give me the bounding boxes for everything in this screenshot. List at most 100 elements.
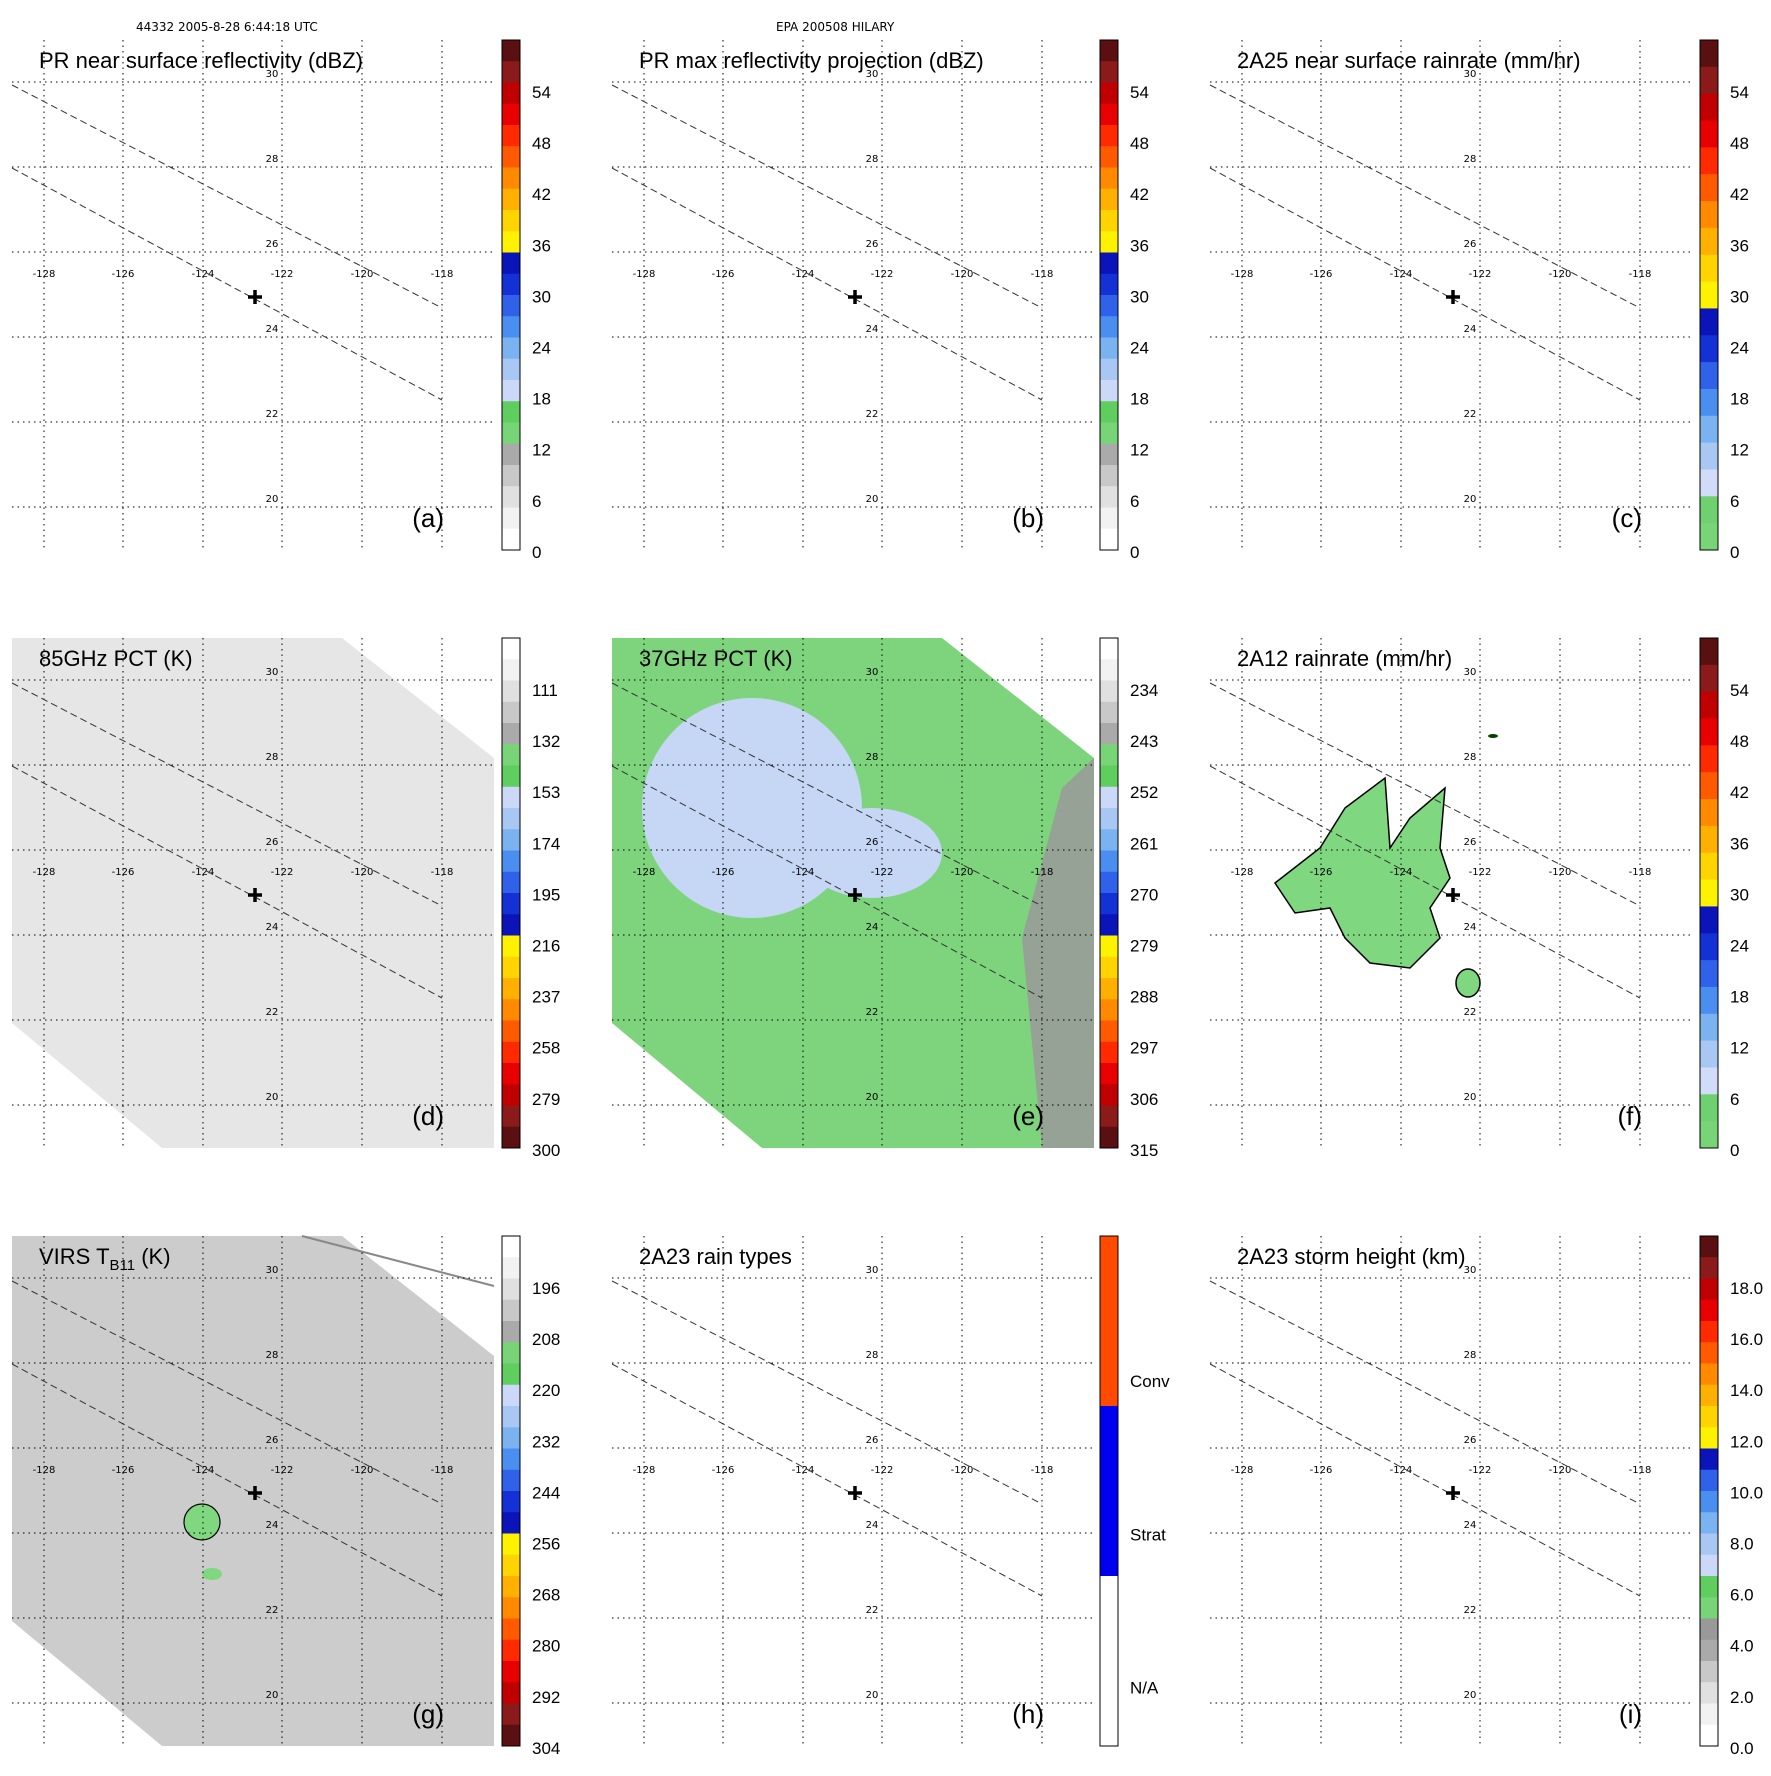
colorbar-segment [502,358,520,381]
lat-tick-label: 24 [1464,1520,1477,1531]
colorbar-segment [1100,935,1118,958]
panel-title: 85GHz PCT (K) [39,646,193,671]
panel-title-suffix: (K) [135,1244,170,1269]
lat-tick-label: 30 [266,69,279,80]
colorbar-label: 243 [1130,732,1158,751]
colorbar-segment [502,659,520,681]
lon-tick-label: -128 [1231,1465,1254,1476]
colorbar-label: 279 [532,1090,560,1109]
lon-tick-label: -128 [33,867,56,878]
colorbar-segment [1700,469,1718,497]
colorbar-segment [1700,691,1718,720]
panel-title-subscript: B11 [110,1257,136,1274]
colorbar-segment [1100,701,1118,724]
lon-tick-label: -118 [1031,1465,1054,1476]
lon-tick-label: -122 [271,269,294,280]
colorbar-label: 261 [1130,834,1158,853]
lat-tick-label: 24 [866,1520,879,1531]
colorbar-segment [502,808,520,830]
colorbar-segment [1100,358,1118,381]
lat-tick-label: 24 [266,922,279,933]
lat-tick-label: 26 [266,837,279,848]
colorbar-segment [1100,380,1118,402]
swath-edge-line [1209,84,1641,309]
colorbar-label: 54 [1730,681,1749,700]
lon-tick-label: -124 [1390,1465,1413,1476]
lon-tick-label: -126 [712,269,735,280]
panel-letter: (i) [1619,1699,1642,1729]
panel-title: PR near surface reflectivity (dBZ) [39,48,363,73]
colorbar-segment [502,1554,520,1577]
colorbar-segment [1700,1661,1718,1683]
colorbar-label: 24 [1730,339,1749,358]
colorbar-segment [1700,1448,1718,1471]
colorbar-label: 30 [1730,287,1749,306]
lon-tick-label: -118 [431,867,454,878]
colorbar-label: 14.0 [1730,1381,1763,1400]
colorbar-segment [502,61,520,83]
colorbar-segment [1700,1682,1718,1704]
colorbar-frame [1099,637,1119,1149]
colorbar-segment [1100,443,1118,466]
panel-7: -128 -126 -124 -122 -120 -118302826242220VIRS… [11,1235,560,1758]
swath-edge-line [1209,1280,1641,1505]
lon-tick-label: -122 [871,867,894,878]
lat-tick-label: 20 [866,1092,879,1103]
colorbar-segment [1700,1618,1718,1641]
colorbar-frame [501,637,521,1149]
colorbar-label: 0 [532,543,541,562]
lon-tick-label: -124 [792,269,815,280]
colorbar-label: 300 [532,1141,560,1160]
colorbar-segment [502,723,520,745]
colorbar-segment [1700,825,1718,854]
colorbar-segment [1700,1427,1718,1449]
colorbar-segment [1700,772,1718,800]
colorbar-label: 280 [532,1637,560,1656]
colorbar-segment [1700,1321,1718,1343]
colorbar-segment [502,125,520,147]
lat-tick-label: 30 [866,1265,879,1276]
colorbar-segment [1700,254,1718,283]
lat-tick-label: 22 [1464,409,1477,420]
storm-center-marker [248,1486,262,1500]
lat-tick-label: 26 [866,1435,879,1446]
colorbar-segment [1700,986,1718,1015]
colorbar-segment [502,1384,520,1407]
lon-tick-label: -120 [1549,269,1572,280]
colorbar-segment [1100,1105,1118,1128]
swath-edge-line [11,1363,443,1597]
lon-tick-label: -126 [1310,269,1333,280]
lat-tick-label: 20 [1464,494,1477,505]
colorbar-label: 8.0 [1730,1535,1754,1554]
panel-title: 2A12 rainrate (mm/hr) [1237,646,1452,671]
lat-tick-label: 22 [266,409,279,420]
colorbar-label: 252 [1130,783,1158,802]
colorbar-segment [502,231,520,253]
colorbar-segment [1700,227,1718,256]
storm-center-marker [848,888,862,902]
lon-tick-label: -128 [1231,269,1254,280]
colorbar-segment [1100,999,1118,1021]
colorbar-segment [1700,1342,1718,1364]
colorbar-segment [502,1576,520,1598]
lat-tick-label: 22 [866,1007,879,1018]
panel-title: 2A25 near surface rainrate (mm/hr) [1237,48,1581,73]
colorbar-label: 24 [1730,937,1749,956]
lat-tick-label: 30 [866,69,879,80]
colorbar-label: 24 [1130,339,1149,358]
lat-tick-label: 26 [266,1435,279,1446]
colorbar-segment [1700,1094,1718,1122]
lat-tick-label: 22 [866,1605,879,1616]
colorbar-segment [1100,1126,1118,1149]
swath-edge-line [11,167,443,401]
colorbar-segment [1700,906,1718,934]
lon-tick-label: -120 [1549,867,1572,878]
colorbar-segment [1100,850,1118,873]
colorbar-segment [502,1661,520,1683]
colorbar-label: 270 [1130,885,1158,904]
storm-center-marker [1446,290,1460,304]
colorbar-segment [502,1512,520,1534]
colorbar-segment [502,1236,520,1258]
colorbar-segment [1100,316,1118,338]
colorbar-segment [502,1427,520,1449]
